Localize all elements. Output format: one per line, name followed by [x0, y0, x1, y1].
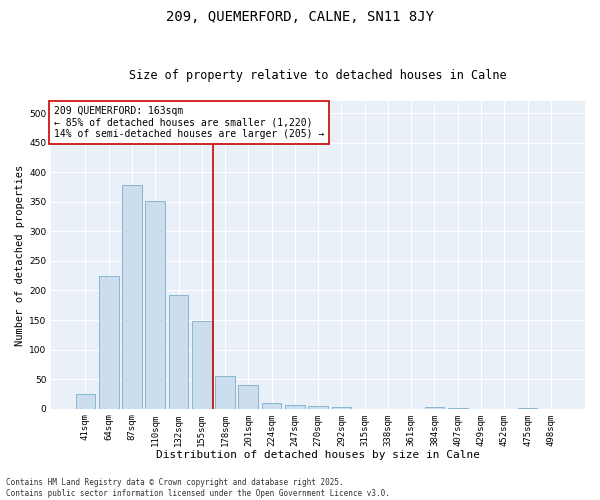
- X-axis label: Distribution of detached houses by size in Calne: Distribution of detached houses by size …: [156, 450, 480, 460]
- Bar: [308, 406, 328, 408]
- Bar: [145, 200, 165, 408]
- Title: Size of property relative to detached houses in Calne: Size of property relative to detached ho…: [130, 69, 507, 82]
- Bar: [122, 185, 142, 408]
- Bar: [425, 407, 445, 408]
- Bar: [285, 404, 305, 408]
- Bar: [238, 385, 258, 408]
- Text: Contains HM Land Registry data © Crown copyright and database right 2025.
Contai: Contains HM Land Registry data © Crown c…: [6, 478, 390, 498]
- Bar: [169, 294, 188, 408]
- Bar: [332, 407, 352, 408]
- Bar: [99, 276, 119, 408]
- Text: 209, QUEMERFORD, CALNE, SN11 8JY: 209, QUEMERFORD, CALNE, SN11 8JY: [166, 10, 434, 24]
- Text: 209 QUEMERFORD: 163sqm
← 85% of detached houses are smaller (1,220)
14% of semi-: 209 QUEMERFORD: 163sqm ← 85% of detached…: [54, 106, 324, 139]
- Y-axis label: Number of detached properties: Number of detached properties: [15, 164, 25, 346]
- Bar: [192, 321, 212, 408]
- Bar: [215, 376, 235, 408]
- Bar: [262, 403, 281, 408]
- Bar: [76, 394, 95, 408]
